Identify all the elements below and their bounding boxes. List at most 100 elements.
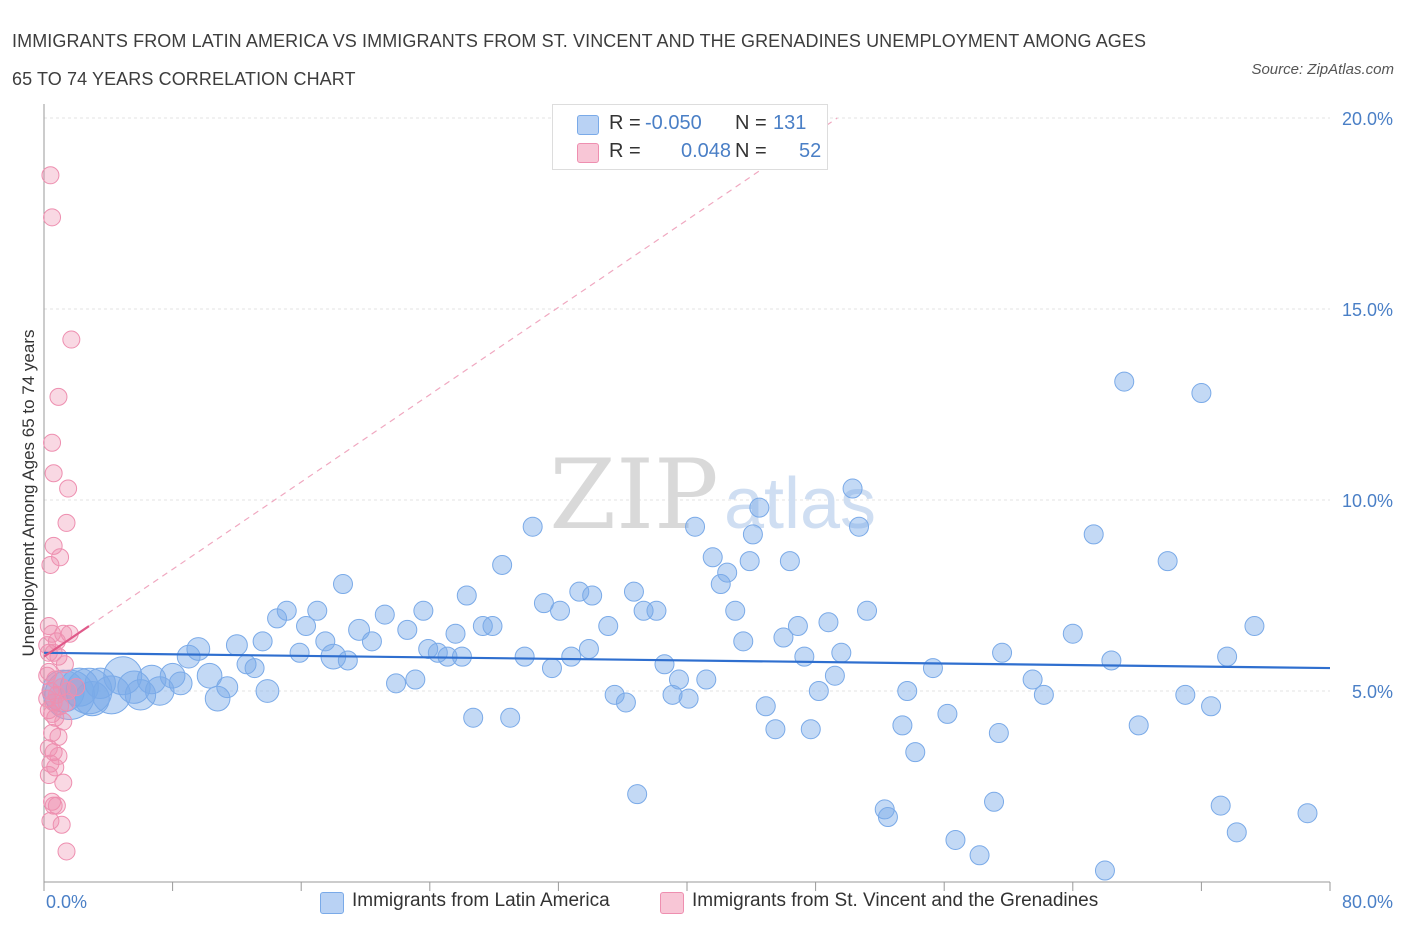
data-point-latin-america — [779, 551, 800, 572]
data-point-latin-america — [445, 623, 466, 644]
data-point-latin-america — [405, 669, 426, 690]
data-point-latin-america — [307, 600, 328, 621]
data-point-latin-america — [604, 684, 625, 705]
source-credit: Source: ZipAtlas.com — [1251, 61, 1394, 78]
data-point-latin-america — [742, 524, 763, 545]
data-point-latin-america — [244, 658, 265, 679]
watermark: ZIP atlas — [549, 439, 876, 551]
data-point-latin-america — [646, 600, 667, 621]
bottom-legend-label: Immigrants from Latin America — [352, 890, 610, 911]
data-point-latin-america — [765, 719, 786, 740]
data-point-latin-america — [225, 634, 248, 657]
data-point-latin-america — [755, 696, 776, 717]
data-point-latin-america — [984, 791, 1005, 812]
data-point-latin-america — [337, 650, 358, 671]
data-point-latin-america — [710, 574, 731, 595]
data-point-latin-america — [482, 616, 503, 637]
data-point-latin-america — [678, 688, 699, 709]
data-point-latin-america — [541, 658, 562, 679]
data-point-st-vincent — [51, 548, 70, 567]
data-point-st-vincent — [41, 811, 60, 830]
grid-lines — [44, 117, 1330, 692]
data-point-latin-america — [296, 616, 317, 637]
data-point-st-vincent — [49, 387, 68, 406]
data-point-latin-america — [1062, 623, 1083, 644]
data-point-latin-america — [500, 707, 521, 728]
data-point-latin-america — [988, 723, 1009, 744]
series-st-vincent — [38, 166, 86, 861]
y-tick-label: 10.0% — [1342, 491, 1393, 511]
data-point-latin-america — [456, 585, 477, 606]
data-point-latin-america — [1101, 650, 1122, 671]
data-point-latin-america — [685, 516, 706, 537]
data-point-st-vincent — [59, 479, 78, 498]
legend-swatch-pink — [577, 143, 599, 163]
data-point-latin-america — [800, 719, 821, 740]
data-point-latin-america — [492, 554, 513, 575]
data-point-latin-america — [216, 676, 239, 699]
data-point-st-vincent — [62, 330, 81, 349]
data-point-latin-america — [662, 684, 683, 705]
data-point-latin-america — [922, 658, 943, 679]
data-point-latin-america — [255, 679, 280, 703]
x-tick-label-max: 80.0% — [1342, 892, 1393, 912]
watermark-zip: ZIP — [549, 439, 718, 551]
data-point-latin-america — [374, 604, 395, 625]
data-point-latin-america — [196, 662, 223, 689]
legend-swatch-blue — [577, 115, 599, 135]
data-point-latin-america — [1033, 684, 1054, 705]
data-point-st-vincent — [57, 693, 76, 712]
chart-title: IMMIGRANTS FROM LATIN AMERICA VS IMMIGRA… — [12, 22, 1146, 98]
data-point-st-vincent — [41, 166, 60, 185]
data-point-latin-america — [717, 562, 738, 583]
data-point-latin-america — [582, 585, 603, 606]
data-point-latin-america — [739, 551, 760, 572]
trend-line-st-vincent — [43, 625, 90, 658]
y-tick-label: 15.0% — [1342, 300, 1393, 320]
data-point-latin-america — [124, 679, 157, 711]
bottom-legend-label: Immigrants from St. Vincent and the Gren… — [692, 890, 1099, 911]
data-point-latin-america — [315, 631, 336, 652]
data-point-latin-america — [945, 829, 966, 850]
data-point-latin-america — [773, 627, 794, 648]
data-point-latin-america — [413, 600, 434, 621]
data-point-latin-america — [361, 631, 382, 652]
data-point-latin-america — [696, 669, 717, 690]
data-point-latin-america — [252, 631, 273, 652]
data-point-latin-america — [794, 646, 815, 667]
data-point-latin-america — [1226, 822, 1247, 843]
data-point-st-vincent — [38, 666, 57, 685]
data-point-latin-america — [289, 642, 310, 663]
data-point-latin-america — [992, 642, 1013, 663]
data-point-latin-america — [561, 646, 582, 667]
data-point-latin-america — [892, 715, 913, 736]
x-tick-label-min: 0.0% — [46, 892, 87, 912]
data-point-st-vincent — [41, 555, 60, 574]
data-point-latin-america — [1297, 803, 1318, 824]
data-point-latin-america — [578, 638, 599, 659]
data-point-latin-america — [92, 675, 132, 715]
legend-n-value: 131 — [773, 112, 807, 134]
data-point-latin-america — [1244, 616, 1265, 637]
data-point-latin-america — [463, 707, 484, 728]
y-axis-label: Unemployment Among Ages 65 to 74 years — [19, 330, 38, 657]
data-point-latin-america — [1094, 860, 1115, 881]
chart-title-line1: IMMIGRANTS FROM LATIN AMERICA VS IMMIGRA… — [12, 31, 1147, 51]
data-point-latin-america — [1128, 715, 1149, 736]
data-point-latin-america — [937, 703, 958, 724]
data-point-latin-america — [117, 670, 151, 704]
data-point-latin-america — [874, 799, 895, 820]
data-point-latin-america — [332, 574, 353, 595]
bottom-legend-swatch-blue — [320, 892, 344, 914]
data-point-latin-america — [857, 600, 878, 621]
data-point-latin-america — [176, 644, 201, 669]
data-point-latin-america — [733, 631, 754, 652]
legend-r-label: R = — [609, 140, 641, 162]
data-point-st-vincent — [54, 773, 73, 792]
data-point-latin-america — [550, 600, 571, 621]
data-point-latin-america — [842, 478, 863, 499]
legend-n-label: N = — [735, 112, 767, 134]
data-point-latin-america — [1217, 646, 1238, 667]
data-point-latin-america — [598, 616, 619, 637]
data-point-latin-america — [1157, 551, 1178, 572]
